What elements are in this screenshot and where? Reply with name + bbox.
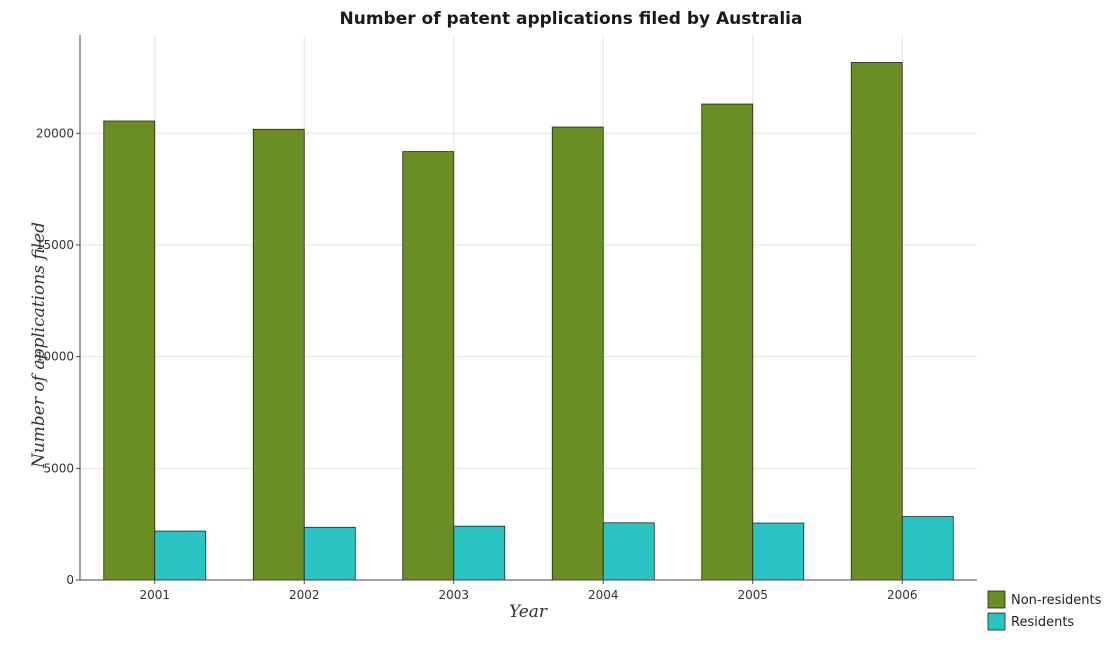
bar-residents-2003 [453,525,506,581]
bar-residents-2001 [154,530,207,581]
bar-non-residents-2006 [850,62,903,581]
x-tick-label: 2005 [737,588,768,602]
bar-residents-2005 [752,522,805,581]
y-axis-title: Number of applications filed [29,222,49,469]
x-axis-title: Year [509,602,548,622]
legend-swatch-non-residents [987,590,1006,609]
legend-swatch-residents [987,612,1006,631]
x-tick-label: 2006 [887,588,918,602]
bar-residents-2006 [901,516,954,581]
axes [76,35,977,584]
bar-non-residents-2001 [103,120,156,581]
legend-label-non-residents: Non-residents [1011,593,1102,608]
x-tick-label: 2003 [438,588,469,602]
y-tick-label: 10000 [36,350,74,364]
y-tick-labels: 0 5000 10000 15000 20000 [36,126,74,587]
legend: Non-residents Residents [987,590,1102,631]
bar-non-residents-2003 [402,151,455,581]
x-tick-label: 2001 [139,588,170,602]
y-tick-label: 0 [66,573,74,587]
bar-residents-2002 [303,526,356,581]
bar-non-residents-2002 [252,128,305,581]
bar-non-residents-2004 [551,126,604,581]
bars [103,62,954,581]
x-tick-label: 2002 [289,588,320,602]
grid-lines [80,35,977,581]
bar-residents-2004 [602,522,655,581]
y-tick-label: 15000 [36,238,74,252]
x-tick-label: 2004 [588,588,619,602]
y-tick-label: 5000 [43,461,74,475]
bar-non-residents-2005 [701,103,754,581]
y-tick-label: 20000 [36,126,74,140]
legend-label-residents: Residents [1011,615,1074,630]
x-tick-labels: 2001 2002 2003 2004 2005 2006 [139,588,917,602]
chart-title: Number of patent applications filed by A… [340,9,803,29]
